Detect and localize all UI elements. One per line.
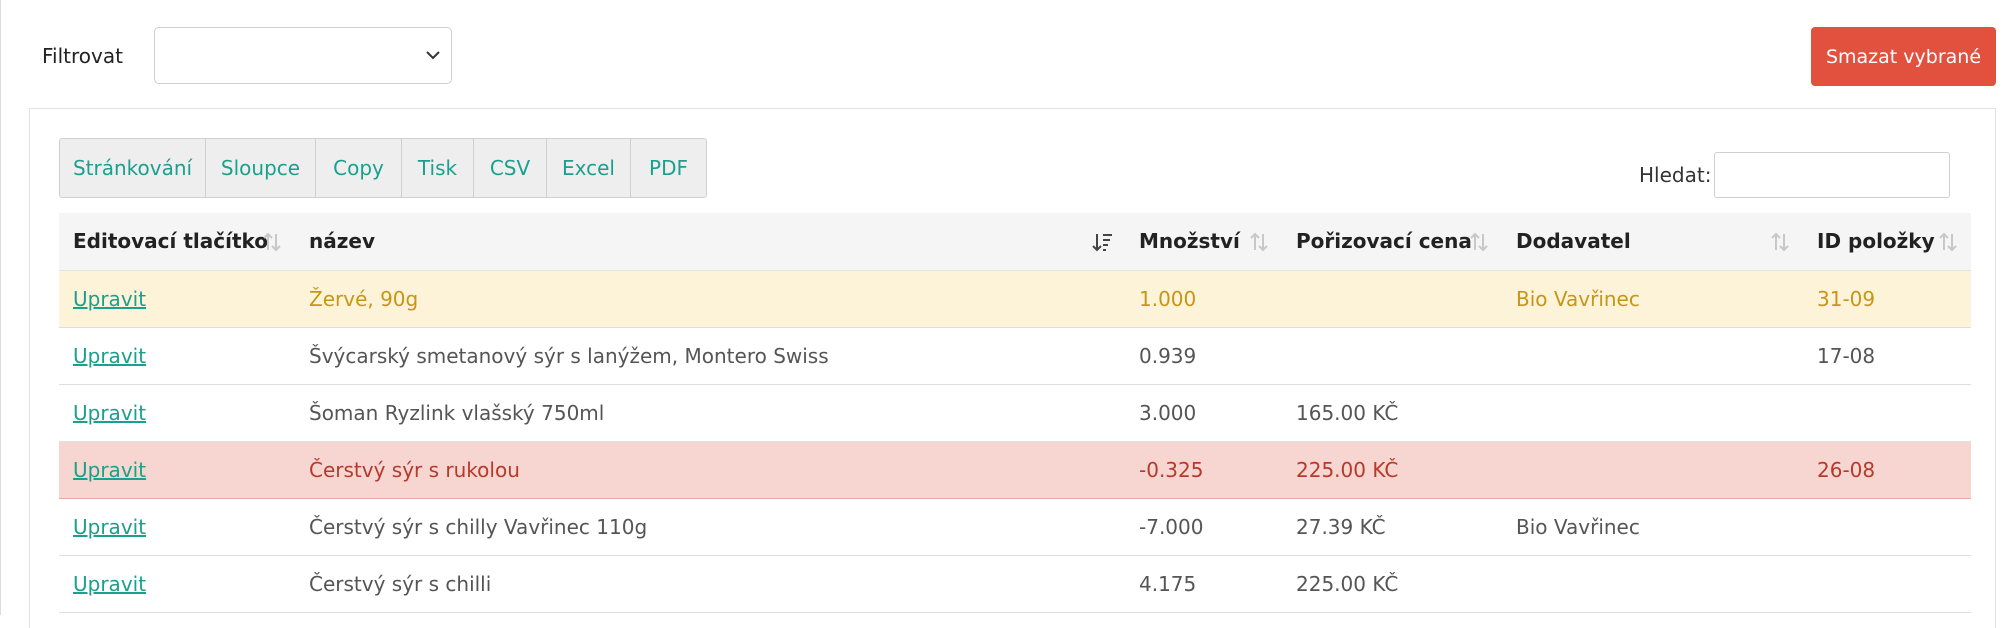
column-header-edit[interactable]: Editovací tlačítko: [59, 213, 295, 271]
name-cell: Čerstvý sýr s chilly Vavřinec 110g: [295, 498, 1125, 556]
table-toolbar: Stránkování Sloupce Copy Tisk CSV Excel …: [59, 138, 707, 198]
table-row: Upravit Šoman Ryzlink vlašský 750ml 3.00…: [59, 384, 1971, 442]
print-button[interactable]: Tisk: [402, 139, 474, 197]
column-header-item-id[interactable]: ID položky: [1803, 213, 1971, 271]
name-cell: Švýcarský smetanový sýr s lanýžem, Monte…: [295, 327, 1125, 385]
price-cell: 165.00 KČ: [1282, 384, 1502, 442]
quantity-cell: -0.325: [1125, 440, 1282, 499]
edit-cell: Upravit: [59, 555, 295, 613]
supplier-cell: [1502, 440, 1803, 499]
supplier-cell: [1502, 555, 1803, 613]
item-id-cell: 17-08: [1803, 327, 1971, 385]
table-row: Upravit Čerstvý sýr s chilli 4.175 225.0…: [59, 555, 1971, 613]
edit-cell: Upravit: [59, 440, 295, 499]
column-header-label: název: [309, 229, 375, 254]
item-id-cell: 31-09: [1803, 270, 1971, 328]
pagination-button[interactable]: Stránkování: [60, 139, 206, 197]
price-cell: [1282, 270, 1502, 328]
table-header-row: Editovací tlačítko název Množství Pořizo…: [59, 213, 1971, 271]
edit-link[interactable]: Upravit: [73, 514, 147, 539]
delete-selected-button[interactable]: Smazat vybrané: [1811, 27, 1996, 86]
supplier-cell: [1502, 327, 1803, 385]
filter-select[interactable]: [154, 27, 452, 84]
page-left-border: [0, 0, 1, 615]
quantity-cell: 3.000: [1125, 384, 1282, 442]
column-header-label: ID položky: [1817, 229, 1935, 254]
price-cell: [1282, 327, 1502, 385]
item-id-cell: [1803, 498, 1971, 556]
column-header-supplier[interactable]: Dodavatel: [1502, 213, 1803, 271]
sort-both-icon: [1250, 232, 1268, 252]
table-row: Upravit Švýcarský smetanový sýr s lanýže…: [59, 327, 1971, 385]
search-label: Hledat:: [1639, 163, 1712, 187]
column-header-price[interactable]: Pořizovací cena: [1282, 213, 1502, 271]
filter-label: Filtrovat: [42, 44, 123, 68]
edit-cell: Upravit: [59, 384, 295, 442]
column-header-quantity[interactable]: Množství: [1125, 213, 1282, 271]
table-row: Upravit Žervé, 90g 1.000 Bio Vavřinec 31…: [59, 270, 1971, 328]
sort-desc-icon: [1092, 234, 1112, 252]
item-id-cell: 26-08: [1803, 440, 1971, 499]
csv-button[interactable]: CSV: [474, 139, 547, 197]
edit-link[interactable]: Upravit: [73, 571, 147, 596]
edit-cell: Upravit: [59, 327, 295, 385]
supplier-cell: Bio Vavřinec: [1502, 270, 1803, 328]
sort-both-icon: [1470, 232, 1488, 252]
table-row: Upravit Čerstvý sýr s chilly Vavřinec 11…: [59, 498, 1971, 556]
pdf-button[interactable]: PDF: [631, 139, 706, 197]
table-panel: [29, 108, 1996, 628]
products-table: Editovací tlačítko název Množství Pořizo…: [59, 213, 1971, 613]
price-cell: 225.00 KČ: [1282, 555, 1502, 613]
column-header-label: Dodavatel: [1516, 229, 1631, 254]
excel-button[interactable]: Excel: [547, 139, 631, 197]
name-cell: Čerstvý sýr s chilli: [295, 555, 1125, 613]
item-id-cell: [1803, 555, 1971, 613]
sort-both-icon: [1771, 232, 1789, 252]
price-cell: 225.00 KČ: [1282, 440, 1502, 499]
name-cell: Šoman Ryzlink vlašský 750ml: [295, 384, 1125, 442]
edit-link[interactable]: Upravit: [73, 400, 147, 425]
supplier-cell: [1502, 384, 1803, 442]
search-input[interactable]: [1714, 152, 1950, 198]
name-cell: Žervé, 90g: [295, 270, 1125, 328]
column-header-label: Editovací tlačítko: [73, 229, 269, 254]
edit-link[interactable]: Upravit: [73, 286, 147, 311]
edit-link[interactable]: Upravit: [73, 457, 147, 482]
quantity-cell: 1.000: [1125, 270, 1282, 328]
column-header-name[interactable]: název: [295, 213, 1125, 271]
edit-cell: Upravit: [59, 270, 295, 328]
table-row: Upravit Čerstvý sýr s rukolou -0.325 225…: [59, 440, 1971, 499]
sort-both-icon: [263, 232, 281, 252]
quantity-cell: -7.000: [1125, 498, 1282, 556]
edit-link[interactable]: Upravit: [73, 343, 147, 368]
columns-button[interactable]: Sloupce: [206, 139, 316, 197]
quantity-cell: 4.175: [1125, 555, 1282, 613]
item-id-cell: [1803, 384, 1971, 442]
price-cell: 27.39 KČ: [1282, 498, 1502, 556]
column-header-label: Pořizovací cena: [1296, 229, 1472, 254]
supplier-cell: Bio Vavřinec: [1502, 498, 1803, 556]
copy-button[interactable]: Copy: [316, 139, 402, 197]
chevron-down-icon: [426, 51, 440, 60]
edit-cell: Upravit: [59, 498, 295, 556]
column-header-label: Množství: [1139, 229, 1240, 254]
sort-both-icon: [1939, 232, 1957, 252]
quantity-cell: 0.939: [1125, 327, 1282, 385]
name-cell: Čerstvý sýr s rukolou: [295, 440, 1125, 499]
